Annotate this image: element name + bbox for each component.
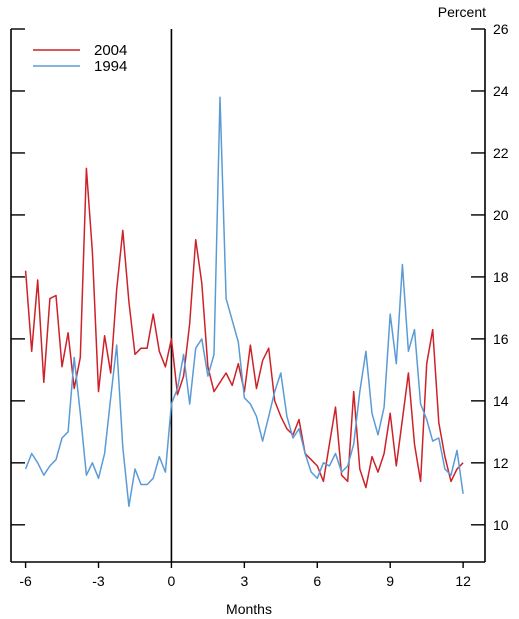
series-line-1994 (24, 96, 464, 507)
x-tick-label: 12 (455, 573, 471, 589)
x-tick-label: -6 (19, 573, 32, 589)
y-tick-label: 26 (493, 21, 509, 37)
y-tick-label: 16 (493, 331, 509, 347)
x-tick-label: 9 (386, 573, 394, 589)
axes-group: -6 -3 0 3 6 9 12 10 12 14 16 18 20 22 24 26 (10, 21, 509, 589)
x-tick-label: 3 (240, 573, 248, 589)
y-axis-title: Percent (438, 4, 486, 20)
y-tick-label: 24 (493, 83, 509, 99)
series-lines-group (24, 96, 464, 507)
x-tick-label: 0 (168, 573, 176, 589)
legend-label-2004: 2004 (94, 42, 127, 59)
y-tick-label: 10 (493, 517, 509, 533)
y-tick-label: 18 (493, 269, 509, 285)
series-line-2004 (24, 167, 464, 489)
legend-label-1994: 1994 (94, 58, 127, 75)
y-tick-label: 20 (493, 207, 509, 223)
y-tick-label: 12 (493, 455, 509, 471)
x-tick-label: 6 (313, 573, 321, 589)
x-axis-title: Months (226, 601, 272, 617)
y-tick-label: 14 (493, 393, 509, 409)
y-tick-label: 22 (493, 145, 509, 161)
x-tick-label: -3 (92, 573, 105, 589)
